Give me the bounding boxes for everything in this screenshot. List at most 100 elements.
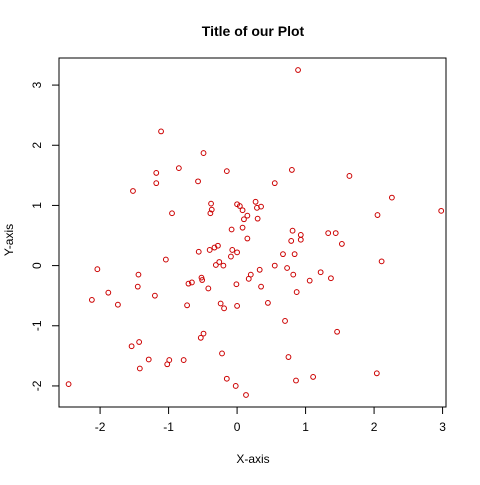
data-point xyxy=(280,251,286,258)
data-point xyxy=(212,262,219,268)
data-point xyxy=(271,180,278,187)
data-point xyxy=(88,296,95,303)
data-point xyxy=(184,302,190,309)
data-point xyxy=(288,238,295,244)
data-point xyxy=(388,194,395,201)
x-tick-label: 1 xyxy=(302,420,309,434)
data-point xyxy=(290,271,297,278)
data-point xyxy=(115,301,121,308)
data-point xyxy=(151,292,158,299)
data-point xyxy=(282,318,288,324)
data-point xyxy=(219,350,225,357)
x-axis-label: X-axis xyxy=(236,452,269,466)
data-point xyxy=(217,300,224,307)
data-point xyxy=(135,271,142,278)
data-point xyxy=(293,289,300,295)
data-point xyxy=(289,227,296,234)
chart-title: Title of our Plot xyxy=(202,23,305,39)
data-point xyxy=(208,200,214,207)
y-tick-label: 3 xyxy=(30,81,44,88)
data-point xyxy=(205,285,212,292)
data-point xyxy=(243,392,249,398)
data-point xyxy=(234,249,240,256)
data-point xyxy=(223,168,230,175)
data-point xyxy=(293,377,299,384)
data-point xyxy=(338,241,345,247)
data-point xyxy=(169,210,175,217)
x-tick-label: 0 xyxy=(234,420,241,434)
data-point xyxy=(221,305,227,312)
data-point xyxy=(244,212,251,219)
data-point xyxy=(228,253,234,260)
y-axis-label: Y-axis xyxy=(2,224,16,256)
data-point xyxy=(297,232,304,238)
data-point xyxy=(195,248,202,255)
data-point xyxy=(256,266,263,273)
x-axis: -2 -1 0 1 2 3 xyxy=(95,406,446,434)
data-point xyxy=(438,207,445,214)
data-point xyxy=(216,259,223,265)
data-point xyxy=(180,357,187,363)
data-point xyxy=(258,283,264,290)
data-point xyxy=(94,266,101,273)
data-point xyxy=(373,370,380,377)
data-point xyxy=(236,203,243,209)
data-point xyxy=(229,247,236,253)
data-point xyxy=(254,215,261,222)
data-point xyxy=(328,275,334,282)
data-point xyxy=(241,216,247,223)
data-point xyxy=(223,375,230,382)
data-point xyxy=(200,330,207,337)
data-point xyxy=(288,167,295,173)
data-point xyxy=(162,256,169,263)
data-point xyxy=(136,339,143,345)
data-point xyxy=(291,251,298,258)
data-point xyxy=(175,165,182,172)
data-point xyxy=(334,328,340,335)
data-point xyxy=(254,204,260,211)
data-point xyxy=(185,280,192,287)
data-point xyxy=(346,173,353,179)
data-point xyxy=(65,381,72,388)
data-point xyxy=(232,383,239,389)
data-point xyxy=(206,247,213,253)
data-point xyxy=(233,281,240,288)
data-point xyxy=(252,198,259,205)
data-point xyxy=(130,188,136,194)
data-point xyxy=(105,289,112,296)
data-point xyxy=(295,67,301,73)
y-axis: -2 -1 0 1 2 3 xyxy=(30,81,60,391)
data-point xyxy=(153,170,160,176)
data-point xyxy=(284,265,290,271)
y-tick-label: 0 xyxy=(30,262,44,269)
y-tick-label: -2 xyxy=(30,380,44,391)
data-point xyxy=(195,178,201,185)
data-point xyxy=(244,235,251,242)
points-layer xyxy=(65,67,445,398)
data-point xyxy=(145,356,152,363)
data-point xyxy=(164,361,171,368)
data-point xyxy=(325,230,332,237)
data-point xyxy=(199,277,206,283)
data-point xyxy=(208,206,215,213)
data-point xyxy=(197,334,204,341)
data-point xyxy=(134,283,141,290)
data-point xyxy=(306,277,313,284)
data-point xyxy=(234,303,240,309)
x-tick-label: 3 xyxy=(439,420,446,434)
data-point xyxy=(310,374,317,380)
y-tick-label: 2 xyxy=(30,142,44,149)
y-tick-label: -1 xyxy=(30,320,44,331)
data-point xyxy=(239,207,246,214)
data-point xyxy=(220,262,227,269)
x-tick-label: -2 xyxy=(95,420,106,434)
data-point xyxy=(198,274,205,281)
data-point xyxy=(285,354,292,360)
data-point xyxy=(271,262,278,269)
data-point xyxy=(228,226,235,233)
plot-frame xyxy=(58,57,447,408)
data-point xyxy=(158,128,164,135)
data-point xyxy=(207,210,214,217)
